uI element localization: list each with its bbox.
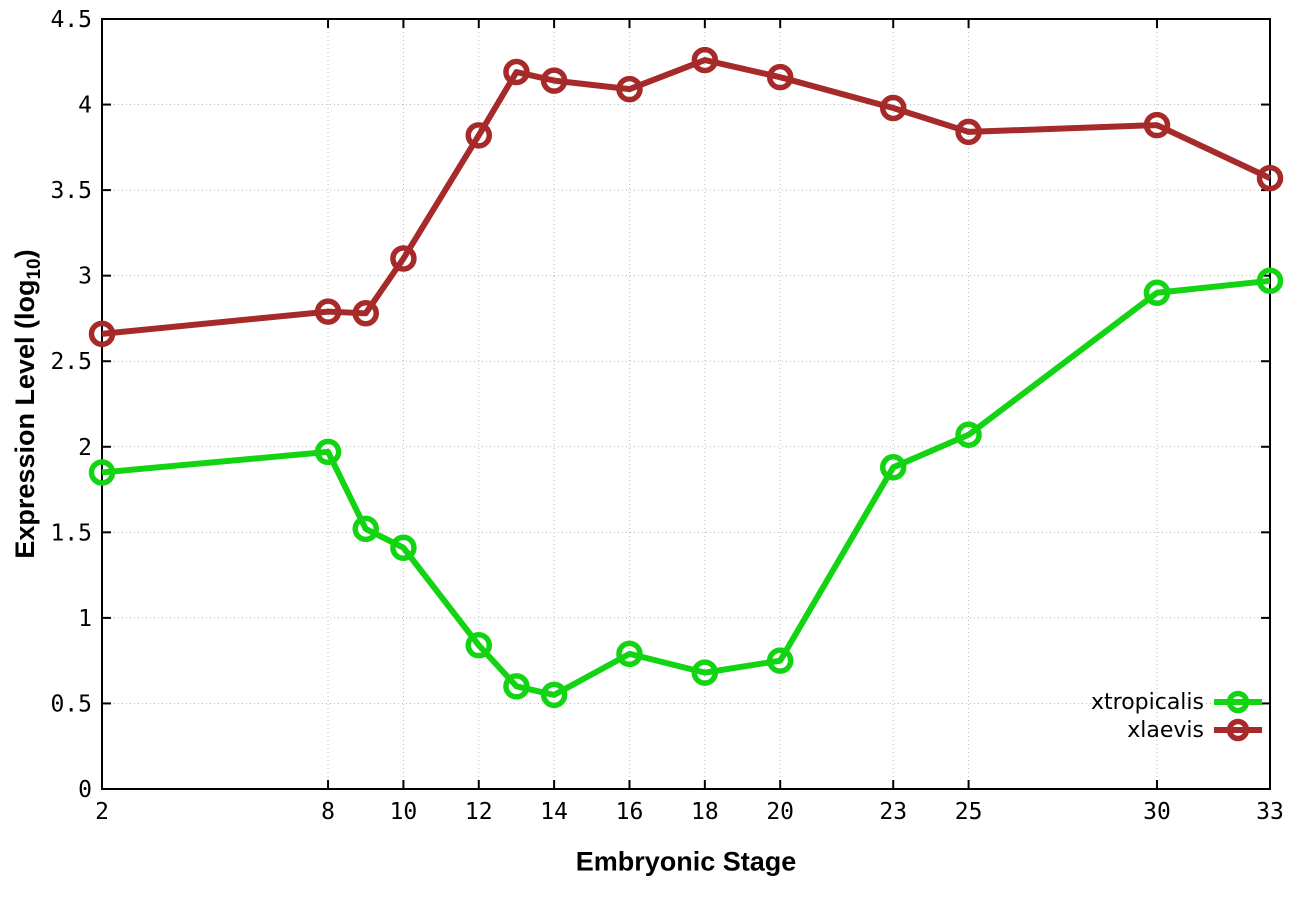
data-point-marker (691, 659, 719, 686)
data-point-marker (879, 454, 907, 481)
legend-marker-circle (1226, 718, 1250, 742)
x-tick-label: 20 (766, 799, 794, 825)
data-point-marker (691, 46, 719, 74)
y-tick-labels: 0 0.5 1 1.5 2 2.5 3 3.5 4 4.5 (50, 7, 92, 803)
data-point-marker (465, 632, 493, 659)
y-tick-label: 0 (78, 777, 92, 803)
y-axis-label-subscript: 10 (24, 258, 46, 280)
x-tick-label: 14 (540, 799, 568, 825)
x-tick-label: 25 (955, 799, 983, 825)
data-point-marker (352, 300, 379, 327)
data-point-marker (503, 58, 530, 86)
x-tick-label: 33 (1256, 799, 1284, 825)
data-point-marker (955, 421, 982, 449)
y-tick-label: 1.5 (50, 520, 92, 546)
x-tick-label: 23 (879, 799, 907, 825)
x-tick-label: 12 (465, 799, 493, 825)
data-point-marker (616, 75, 643, 103)
legend-marker-circle (1226, 690, 1250, 714)
data-point-marker (766, 647, 794, 674)
data-point-marker (314, 438, 342, 466)
data-point-marker (879, 94, 907, 122)
x-tick-label: 10 (390, 799, 418, 825)
data-point-marker (766, 63, 794, 91)
x-tick-label: 18 (691, 799, 719, 825)
data-point-marker (88, 320, 116, 348)
series-xlaevis (88, 46, 1284, 348)
y-tick-label: 0.5 (50, 691, 92, 717)
y-tick-label: 4 (78, 93, 92, 119)
legend-marker-icon (1214, 718, 1262, 742)
y-tick-label: 3 (78, 264, 92, 290)
legend: xtropicalis xlaevis (1091, 688, 1262, 744)
data-point-marker (540, 681, 568, 709)
data-point-marker (1256, 164, 1284, 192)
series-line (101, 277, 1271, 698)
y-tick-label: 4.5 (50, 7, 92, 33)
y-axis-label: Expression Level (log10) (10, 249, 46, 558)
series-line (101, 57, 1272, 337)
data-point-marker (1143, 111, 1171, 139)
data-point-marker (352, 515, 379, 543)
legend-item-xtropicalis: xtropicalis (1091, 688, 1262, 716)
x-axis-label: Embryonic Stage (575, 846, 797, 877)
y-tick-label: 3.5 (50, 178, 92, 204)
x-tick-label: 30 (1143, 799, 1171, 825)
legend-label: xtropicalis (1090, 689, 1204, 715)
series-xtropicalis (88, 267, 1284, 709)
legend-marker-icon (1214, 690, 1262, 714)
gridlines (101, 18, 1271, 790)
data-point-marker (88, 459, 116, 486)
data-point-marker (503, 673, 530, 700)
data-point-marker (314, 298, 342, 325)
x-tick-label: 16 (616, 799, 644, 825)
y-axis-label-text: Expression Level (log (9, 279, 40, 559)
data-point-marker (616, 640, 643, 668)
data-point-marker (955, 118, 982, 146)
y-tick-label: 1 (78, 606, 92, 632)
x-tick-label: 8 (321, 799, 335, 825)
data-point-marker (390, 534, 417, 561)
data-point-marker (1256, 267, 1284, 295)
tick-marks (101, 18, 1271, 790)
data-point-marker (390, 245, 417, 272)
plot-border (101, 18, 1271, 790)
y-tick-label: 2 (78, 435, 92, 461)
data-point-marker (465, 122, 493, 149)
y-axis-label-close: ) (9, 249, 40, 259)
x-tick-labels: 2 8 10 12 14 16 18 20 23 25 30 33 (95, 799, 1284, 825)
legend-item-xlaevis: xlaevis (1127, 716, 1262, 744)
data-point-marker (1143, 279, 1171, 307)
data-point-marker (540, 67, 568, 94)
y-tick-label: 2.5 (50, 349, 92, 375)
legend-label: xlaevis (1127, 717, 1204, 743)
x-tick-label: 2 (95, 799, 109, 825)
